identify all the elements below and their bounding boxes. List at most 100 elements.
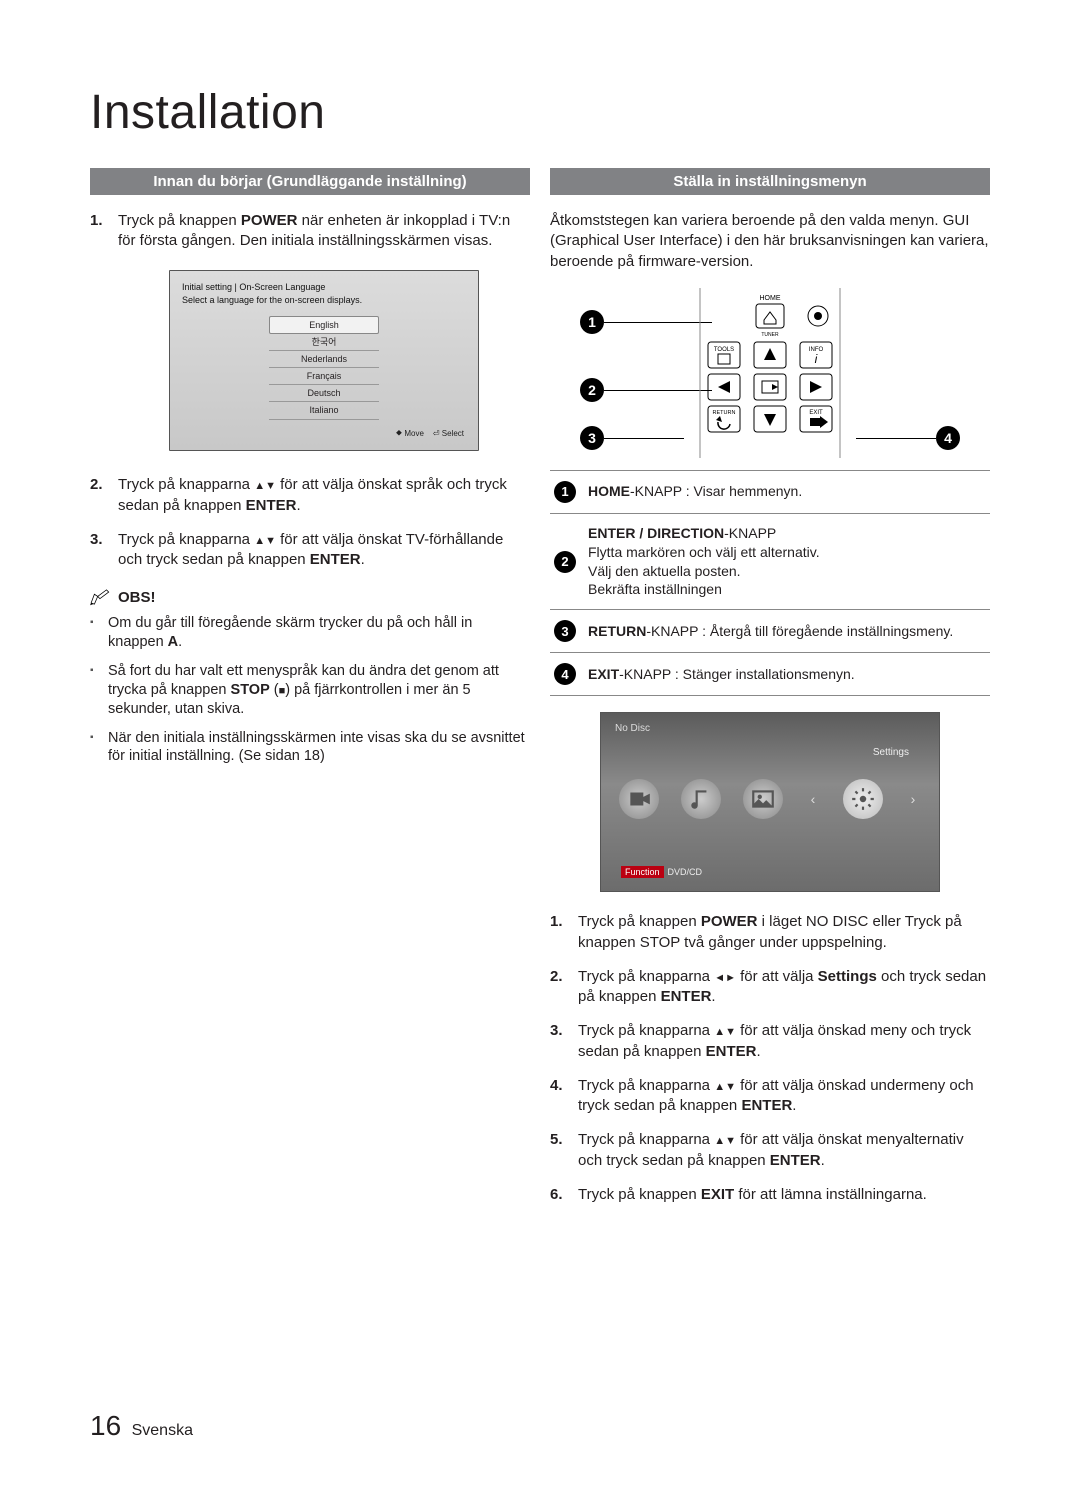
row-num-4: 4 bbox=[554, 663, 576, 685]
lang-item: Français bbox=[269, 368, 379, 385]
text: . bbox=[711, 988, 715, 1005]
note-label: OBS! bbox=[118, 589, 156, 606]
enter-label: ENTER bbox=[310, 551, 361, 568]
enter-dir-knapp: ENTER / DIRECTION bbox=[588, 525, 724, 541]
callout-4: 4 bbox=[936, 426, 960, 450]
text: . bbox=[756, 1043, 760, 1060]
svg-text:i: i bbox=[815, 352, 818, 366]
power-label: POWER bbox=[241, 212, 298, 229]
text: Tryck på knapparna bbox=[578, 1022, 714, 1039]
right-heading: Ställa in inställningsmenyn bbox=[550, 168, 990, 195]
settings-icon bbox=[843, 779, 883, 819]
enter-label: ENTER bbox=[246, 497, 297, 514]
text: för att välja bbox=[736, 968, 818, 985]
up-icon bbox=[714, 1077, 725, 1094]
scr1-top: Initial setting | On-Screen Language bbox=[178, 279, 470, 294]
page-title: Installation bbox=[90, 85, 990, 140]
settings-word: Settings bbox=[818, 968, 877, 985]
dvdcd-badge: DVD/CD bbox=[664, 866, 707, 878]
text: -KNAPP : Visar hemmenyn. bbox=[630, 483, 802, 499]
stop-label: STOP bbox=[231, 682, 270, 698]
text: Bekräfta inställningen bbox=[588, 580, 986, 599]
down-icon bbox=[725, 1131, 736, 1148]
lang-item: Italiano bbox=[269, 402, 379, 419]
up-icon bbox=[254, 531, 265, 548]
power-label: POWER bbox=[701, 913, 758, 930]
callout-2: 2 bbox=[580, 378, 604, 402]
home-label: HOME bbox=[760, 295, 781, 302]
text: -KNAPP bbox=[724, 525, 776, 541]
exit-knapp: EXIT bbox=[588, 666, 619, 682]
left-column: Innan du börjar (Grundläggande inställni… bbox=[90, 168, 530, 1219]
callout-1: 1 bbox=[580, 310, 604, 334]
row-num-3: 3 bbox=[554, 620, 576, 642]
return-label: RETURN bbox=[713, 410, 736, 416]
language-screenshot: Initial setting | On-Screen Language Sel… bbox=[169, 270, 479, 452]
lang-item: English bbox=[269, 316, 379, 334]
video-icon bbox=[619, 779, 659, 819]
right-column: Ställa in inställningsmenyn Åtkomststege… bbox=[550, 168, 990, 1219]
text: När den initiala inställningsskärmen int… bbox=[108, 730, 525, 765]
exit-label: EXIT bbox=[809, 410, 823, 416]
lang-item: Deutsch bbox=[269, 385, 379, 402]
text: -KNAPP : Återgå till föregående inställn… bbox=[646, 623, 953, 639]
right-icon bbox=[725, 968, 736, 985]
note-heading: OBS! bbox=[90, 588, 530, 606]
return-knapp: RETURN bbox=[588, 623, 646, 639]
text: Tryck på knappen bbox=[578, 913, 701, 930]
text: . bbox=[296, 497, 300, 514]
text: ( bbox=[270, 682, 279, 698]
a-key-label: A bbox=[168, 634, 178, 650]
home-knapp: HOME bbox=[588, 483, 630, 499]
text: Tryck på knappen bbox=[578, 1186, 701, 1203]
left-steps: Tryck på knappen POWER när enheten är in… bbox=[90, 211, 530, 570]
enter-label: ENTER bbox=[706, 1043, 757, 1060]
text: Tryck på knapparna bbox=[118, 476, 254, 493]
down-icon bbox=[725, 1022, 736, 1039]
notes-list: Om du går till föregående skärm trycker … bbox=[90, 614, 530, 766]
left-icon bbox=[714, 968, 725, 985]
page-footer: 16 Svenska bbox=[90, 1410, 193, 1442]
right-steps: Tryck på knappen POWER i läget NO DISC e… bbox=[550, 912, 990, 1205]
enter-label: ENTER bbox=[661, 988, 712, 1005]
down-icon bbox=[265, 531, 276, 548]
left-arrow-icon: ‹ bbox=[805, 791, 821, 807]
music-icon bbox=[681, 779, 721, 819]
text: . bbox=[178, 634, 182, 650]
text: . bbox=[792, 1097, 796, 1114]
remote-diagram: 1 2 3 4 HOME TUNER bbox=[580, 288, 960, 458]
up-icon bbox=[714, 1022, 725, 1039]
lang-item: 한국어 bbox=[269, 334, 379, 351]
row-num-2: 2 bbox=[554, 551, 576, 573]
page-lang: Svenska bbox=[132, 1422, 193, 1439]
tools-label: TOOLS bbox=[714, 347, 734, 353]
callout-3: 3 bbox=[580, 426, 604, 450]
text: Tryck på knapparna bbox=[578, 1131, 714, 1148]
intro-text: Åtkomststegen kan variera beroende på de… bbox=[550, 211, 990, 272]
page-number: 16 bbox=[90, 1410, 121, 1441]
lang-item: Nederlands bbox=[269, 351, 379, 368]
text: -KNAPP : Stänger installationsmenyn. bbox=[619, 666, 855, 682]
text: Tryck på knappen bbox=[118, 212, 241, 229]
row-num-1: 1 bbox=[554, 481, 576, 503]
enter-label: ENTER bbox=[741, 1097, 792, 1114]
nodisc-label: No Disc bbox=[615, 723, 925, 734]
photo-icon bbox=[743, 779, 783, 819]
down-icon bbox=[265, 476, 276, 493]
text: för att lämna inställningarna. bbox=[734, 1186, 927, 1203]
left-heading: Innan du börjar (Grundläggande inställni… bbox=[90, 168, 530, 195]
right-arrow-icon: › bbox=[905, 791, 921, 807]
text: Tryck på knapparna bbox=[118, 531, 254, 548]
move-label: ⯁ Move bbox=[396, 429, 424, 438]
select-label: ⏎ Select bbox=[433, 429, 464, 438]
text: Flytta markören och välj ett alternativ. bbox=[588, 543, 986, 562]
up-icon bbox=[714, 1131, 725, 1148]
up-icon bbox=[254, 476, 265, 493]
exit-label: EXIT bbox=[701, 1186, 734, 1203]
text: Tryck på knapparna bbox=[578, 968, 714, 985]
remote-svg: HOME TUNER TOOLS INFO i bbox=[660, 288, 880, 458]
settings-label: Settings bbox=[873, 747, 909, 758]
scr1-sub: Select a language for the on-screen disp… bbox=[178, 294, 470, 312]
text: . bbox=[361, 551, 365, 568]
text: Tryck på knapparna bbox=[578, 1077, 714, 1094]
